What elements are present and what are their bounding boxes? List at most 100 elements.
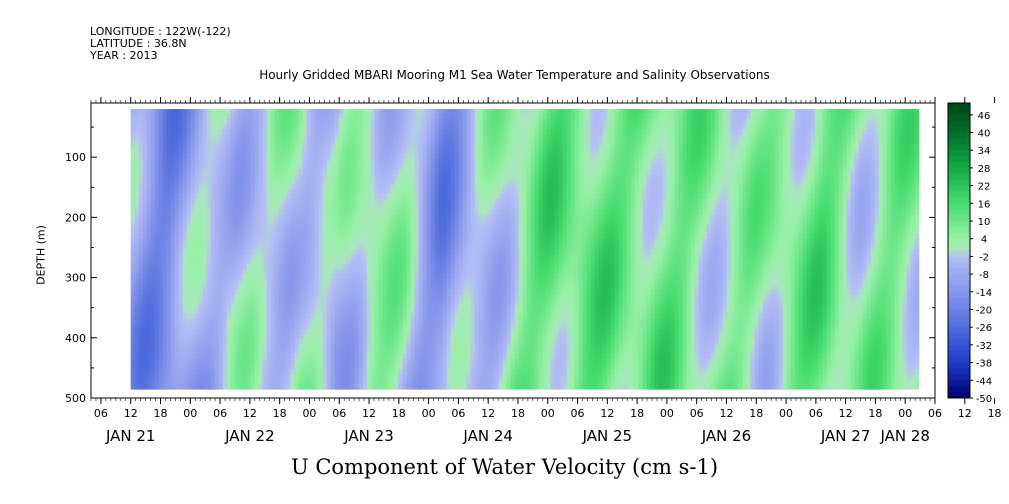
heatmap-cell (278, 164, 284, 170)
heatmap-cell (390, 194, 396, 200)
heatmap-cell (362, 274, 368, 280)
heatmap-cell (198, 174, 204, 180)
heatmap-cell (162, 149, 168, 155)
heatmap-cell (162, 304, 168, 310)
heatmap-cell (182, 129, 188, 135)
heatmap-cell (138, 344, 144, 350)
heatmap-cell (218, 274, 224, 280)
heatmap-cell (326, 164, 332, 170)
heatmap-cell (294, 374, 300, 380)
heatmap-cell (206, 234, 212, 240)
heatmap-cell (234, 354, 240, 360)
heatmap-cell (326, 224, 332, 230)
heatmap-cell (382, 204, 388, 210)
heatmap-cell (186, 304, 192, 310)
heatmap-cell (262, 349, 268, 355)
heatmap-cell (390, 229, 396, 235)
heatmap-cell (318, 264, 324, 270)
heatmap-cell (370, 129, 376, 135)
heatmap-cell (470, 359, 476, 365)
heatmap-cell (198, 199, 204, 205)
heatmap-cell (330, 354, 336, 360)
heatmap-cell (418, 384, 424, 390)
heatmap-cell (238, 109, 244, 115)
heatmap-cell (338, 169, 344, 175)
heatmap-cell (394, 219, 400, 225)
heatmap-cell (406, 344, 412, 350)
heatmap-cell (414, 159, 420, 165)
heatmap-cell (230, 259, 236, 265)
heatmap-cell (306, 119, 312, 125)
heatmap-cell (310, 249, 316, 255)
heatmap-cell (170, 334, 176, 340)
heatmap-cell (370, 149, 376, 155)
heatmap-cell (390, 189, 396, 195)
heatmap-cell (130, 354, 136, 360)
heatmap-cell (250, 159, 256, 165)
heatmap-cell (270, 259, 276, 265)
heatmap-cell (366, 304, 372, 310)
heatmap-cell (410, 214, 416, 220)
heatmap-cell (170, 199, 176, 205)
heatmap-cell (234, 349, 240, 355)
heatmap-cell (250, 119, 256, 125)
heatmap-cell (434, 294, 440, 300)
heatmap-cell (218, 369, 224, 375)
heatmap-cell (294, 159, 300, 165)
heatmap-cell (454, 124, 460, 130)
heatmap-cell (390, 374, 396, 380)
heatmap-cell (310, 204, 316, 210)
heatmap-cell (238, 159, 244, 165)
heatmap-cell (310, 354, 316, 360)
heatmap-cell (486, 129, 492, 135)
heatmap-cell (274, 324, 280, 330)
heatmap-cell (458, 304, 464, 310)
heatmap-cell (286, 334, 292, 340)
heatmap-cell (142, 289, 148, 295)
heatmap-cell (378, 224, 384, 230)
heatmap-cell (198, 249, 204, 255)
heatmap-cell (274, 204, 280, 210)
heatmap-cell (290, 324, 296, 330)
heatmap-cell (394, 259, 400, 265)
heatmap-cell (430, 384, 436, 390)
heatmap-cell (194, 349, 200, 355)
heatmap-cell (186, 329, 192, 335)
heatmap-cell (322, 109, 328, 115)
heatmap-cell (394, 384, 400, 390)
heatmap-cell (462, 234, 468, 240)
heatmap-cell (286, 379, 292, 385)
heatmap-cell (230, 149, 236, 155)
heatmap-cell (454, 294, 460, 300)
heatmap-cell (206, 199, 212, 205)
heatmap-cell (474, 169, 480, 175)
heatmap-cell (194, 134, 200, 140)
heatmap-cell (230, 134, 236, 140)
heatmap-cell (218, 194, 224, 200)
heatmap-cell (358, 294, 364, 300)
heatmap-cell (202, 364, 208, 370)
heatmap-cell (178, 149, 184, 155)
heatmap-cell (406, 239, 412, 245)
heatmap-cell (150, 184, 156, 190)
heatmap-cell (210, 249, 216, 255)
heatmap-cell (466, 159, 472, 165)
heatmap-cell (354, 204, 360, 210)
heatmap-cell (358, 359, 364, 365)
heatmap-cell (278, 369, 284, 375)
heatmap-cell (150, 254, 156, 260)
heatmap-cell (478, 264, 484, 270)
heatmap-cell (150, 209, 156, 215)
heatmap-cell (278, 299, 284, 305)
heatmap-cell (262, 374, 268, 380)
heatmap-cell (422, 134, 428, 140)
heatmap-cell (474, 369, 480, 375)
heatmap-cell (378, 169, 384, 175)
heatmap-cell (354, 319, 360, 325)
heatmap-cell (410, 124, 416, 130)
heatmap-cell (326, 199, 332, 205)
heatmap-cell (478, 259, 484, 265)
heatmap-cell (262, 264, 268, 270)
heatmap-cell (182, 289, 188, 295)
heatmap-cell (430, 364, 436, 370)
